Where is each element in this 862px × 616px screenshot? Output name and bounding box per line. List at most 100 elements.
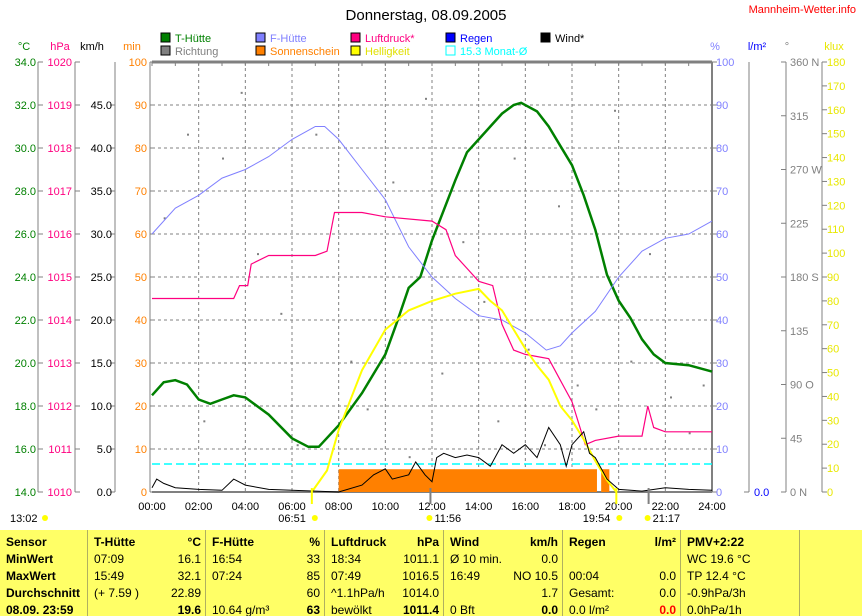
- sun-events: 13:02 06:51 11:56 19:54 21:17: [10, 488, 680, 525]
- legend-label: T-Hütte: [175, 33, 211, 45]
- sunshine-tick-label: 30: [135, 358, 147, 370]
- wind-tick-label: 5.0: [97, 444, 112, 456]
- sunrise-icon: [311, 515, 318, 521]
- x-tick-label: 20:00: [605, 501, 633, 513]
- legend-swatch: [350, 32, 361, 43]
- sunrise-time: 06:51: [278, 513, 306, 525]
- pressure-tick-label: 1016: [48, 229, 72, 241]
- sensor-header: Sensor: [6, 535, 47, 549]
- pressure-tick-label: 1017: [48, 186, 72, 198]
- direction-tick-label: 315: [790, 111, 808, 123]
- direction-point: [544, 444, 546, 447]
- cell-right: 0.0: [541, 552, 558, 566]
- direction-point: [670, 396, 672, 399]
- cell-right: 60: [306, 586, 320, 600]
- sunshine-tick-label: 20: [135, 401, 147, 413]
- humidity-tick-label: 70: [716, 186, 728, 198]
- cell-left: 15:49: [94, 569, 125, 583]
- direction-tick-label: 45: [790, 433, 802, 445]
- cell-right: 0.0: [659, 586, 676, 600]
- legend-label: Luftdruck*: [365, 33, 415, 45]
- direction-point: [497, 420, 500, 423]
- column-header-unit: hPa: [416, 535, 439, 549]
- sunshine-tick-label: 50: [135, 272, 147, 284]
- direction-point: [392, 181, 395, 184]
- legend-swatch: [445, 32, 456, 43]
- legend: T-Hütte F-Hütte Luftdruck* Regen Wind* Richtu…: [160, 32, 585, 58]
- wind-tick-label: 45.0: [91, 100, 112, 112]
- pressure-tick-label: 1020: [48, 57, 72, 69]
- pressure-tick-label: 1010: [48, 487, 72, 499]
- table-row: 0 Bft 0.0: [450, 602, 558, 616]
- empty-column: [800, 530, 862, 616]
- table-row: 0.0 l/m² 0.0: [569, 602, 676, 616]
- column-4: Regen l/m² 00:04 0.0 Gesamt: 0.0 0.0 l/m² 0.0: [563, 530, 681, 616]
- brightness-tick-label: 20: [827, 439, 839, 451]
- brand-link[interactable]: Mannheim-Wetter.info: [749, 4, 856, 16]
- table-row: ^1.1hPa/h 1014.0: [331, 585, 439, 602]
- cell-left: Ø 10 min.: [450, 552, 503, 566]
- legend-label: F-Hütte: [270, 33, 307, 45]
- x-tick-label: 04:00: [232, 501, 260, 513]
- data-table: Sensor MinWert MaxWert Durchschnitt 08.09. 2…: [0, 530, 862, 616]
- humidity-tick-label: 80: [716, 143, 728, 155]
- temp-tick-label: 18.0: [15, 401, 36, 413]
- table-row: bewölkt 1011.4: [331, 602, 439, 616]
- table-row: 07:09 16.1: [94, 551, 201, 568]
- x-tick-label: 16:00: [512, 501, 540, 513]
- column-header: T-Hütte °C: [94, 534, 201, 551]
- legend-swatch: [255, 45, 266, 56]
- table-row: Gesamt: 0.0: [569, 585, 676, 602]
- direction-tick-label: 0 N: [790, 487, 807, 499]
- wind-tick-label: 35.0: [91, 186, 112, 198]
- column-3: Wind km/h Ø 10 min. 0.0 16:49 NO 10.5 1.7 0 Bft…: [444, 530, 563, 616]
- brightness-tick-label: 180: [827, 57, 845, 69]
- legend-swatch: [350, 45, 361, 56]
- table-row: (+ 7.59 ) 22.89: [94, 585, 201, 602]
- weather-chart: Donnerstag, 08.09.2005 Mannheim-Wetter.i…: [10, 4, 856, 525]
- brightness-tick-label: 140: [827, 153, 845, 165]
- cell-left: bewölkt: [331, 603, 372, 616]
- brightness-tick-label: 40: [827, 391, 839, 403]
- column-header: F-Hütte%: [212, 534, 320, 551]
- x-tick-label: 00:00: [138, 501, 166, 513]
- cell-left: 00:04: [569, 569, 600, 583]
- wind-tick-label: 10.0: [91, 401, 112, 413]
- column-header-unit: °C: [187, 535, 201, 549]
- column-header-unit: %: [309, 535, 320, 549]
- sunshine-tick-label: 70: [135, 186, 147, 198]
- temp-tick-label: 20.0: [15, 358, 36, 370]
- column-header-unit: l/m²: [654, 535, 676, 549]
- direction-point: [425, 97, 427, 100]
- pressure-tick-label: 1011: [48, 444, 72, 456]
- direction-point: [296, 444, 299, 447]
- column-1: F-Hütte% 16:54 33 07:24 85 60 10.64 g/m³ 63: [206, 530, 325, 616]
- sunshine-tick-label: 60: [135, 229, 147, 241]
- chart-marks: [151, 91, 713, 493]
- column-header: Wind km/h: [450, 534, 558, 551]
- sunshine-axis-unit: min: [123, 41, 141, 53]
- direction-tick-label: 270 W: [790, 165, 822, 177]
- wind-tick-label: 15.0: [91, 358, 112, 370]
- humidity-tick-label: 10: [716, 444, 728, 456]
- cell-left: 07:09: [94, 552, 125, 566]
- pressure-tick-label: 1019: [48, 100, 72, 112]
- humidity-tick-label: 20: [716, 401, 728, 413]
- sensor-column: Sensor MinWert MaxWert Durchschnitt 08.09. 2…: [0, 530, 88, 616]
- direction-point: [163, 217, 166, 220]
- x-tick-label: 02:00: [185, 501, 213, 513]
- brightness-tick-label: 70: [827, 320, 839, 332]
- humidity-tick-label: 0: [716, 487, 722, 499]
- cell-right: 19.6: [177, 603, 201, 616]
- legend-swatch: [160, 45, 171, 56]
- pmv-header: PMV+2:22: [687, 535, 745, 549]
- humidity-tick-label: 40: [716, 315, 728, 327]
- humidity-tick-label: 60: [716, 229, 728, 241]
- cell-left: 0.0 l/m²: [569, 603, 610, 616]
- sunshine-tick-label: 100: [129, 57, 147, 69]
- direction-axis-unit: °: [785, 41, 789, 53]
- cell-right: 1014.0: [402, 586, 439, 600]
- direction-point: [187, 133, 189, 136]
- wind-tick-label: 0.0: [97, 487, 112, 499]
